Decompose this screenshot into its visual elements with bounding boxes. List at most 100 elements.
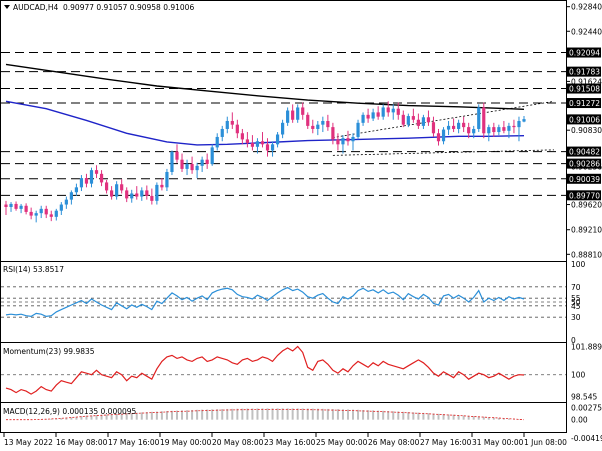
candle-body[interactable] (104, 182, 109, 191)
candle-body[interactable] (441, 129, 446, 142)
candle-body[interactable] (110, 190, 114, 197)
candle-body[interactable] (376, 112, 380, 117)
candle-body[interactable] (316, 124, 320, 129)
candle-body[interactable] (210, 147, 214, 164)
candle-body[interactable] (512, 125, 516, 128)
candle-body[interactable] (195, 165, 199, 171)
candle-body[interactable] (120, 184, 124, 191)
candle-body[interactable] (371, 112, 375, 119)
candle-body[interactable] (235, 124, 239, 134)
candle-body[interactable] (497, 127, 501, 133)
candle-body[interactable] (426, 117, 431, 123)
candle-body[interactable] (406, 116, 410, 125)
candle-body[interactable] (19, 205, 23, 209)
candle-body[interactable] (230, 120, 234, 125)
current-price-tag[interactable]: 0.91006 (567, 114, 601, 125)
candle-body[interactable] (79, 178, 84, 188)
candle-body[interactable] (255, 141, 260, 147)
candle-body[interactable] (366, 114, 370, 119)
candle-body[interactable] (346, 138, 350, 142)
level-price-tag[interactable]: 0.90286 (567, 158, 601, 169)
candle-body[interactable] (301, 107, 305, 115)
candle-body[interactable] (74, 187, 79, 193)
candle-body[interactable] (29, 211, 33, 216)
candle-body[interactable] (44, 208, 48, 215)
rsi-line[interactable] (5, 286, 525, 318)
level-price-tag[interactable]: 0.91508 (567, 83, 601, 94)
candle-body[interactable] (361, 114, 365, 123)
candle-body[interactable] (130, 193, 134, 199)
candle-body[interactable] (160, 184, 164, 188)
candle-body[interactable] (165, 171, 169, 188)
candle-body[interactable] (24, 205, 28, 212)
candle-body[interactable] (145, 190, 149, 196)
candle-body[interactable] (462, 122, 466, 128)
candle-body[interactable] (225, 120, 229, 129)
candle-body[interactable] (220, 128, 224, 137)
candle-body[interactable] (14, 203, 18, 209)
candle-body[interactable] (331, 127, 335, 140)
candle-body[interactable] (431, 122, 436, 134)
candle-body[interactable] (49, 214, 53, 217)
candle-body[interactable] (356, 122, 360, 137)
trendline[interactable] (332, 149, 555, 156)
candle-body[interactable] (240, 133, 244, 140)
candle-body[interactable] (311, 125, 315, 129)
candle-body[interactable] (336, 139, 340, 145)
candle-body[interactable] (260, 141, 265, 145)
candle-body[interactable] (517, 120, 521, 128)
candle-body[interactable] (54, 210, 58, 217)
momentum-line[interactable] (5, 345, 525, 395)
candle-body[interactable] (245, 139, 249, 144)
level-price-tag[interactable]: 0.90039 (567, 173, 601, 184)
candle-body[interactable] (291, 110, 295, 120)
macd-signal-line[interactable] (6, 409, 525, 421)
candle-body[interactable] (39, 208, 43, 214)
candle-body[interactable] (64, 199, 68, 205)
candle-body[interactable] (265, 144, 270, 151)
candle-body[interactable] (286, 110, 290, 123)
candle-body[interactable] (386, 107, 390, 113)
candle-body[interactable] (270, 144, 275, 151)
candle-body[interactable] (472, 128, 476, 134)
level-price-tag[interactable]: 0.92094 (567, 47, 601, 58)
candle-body[interactable] (59, 204, 63, 211)
candle-body[interactable] (140, 190, 144, 197)
candle-body[interactable] (482, 107, 486, 134)
candle-body[interactable] (467, 127, 471, 134)
candle-body[interactable] (306, 114, 310, 126)
candle-body[interactable] (180, 159, 184, 169)
candle-body[interactable] (502, 127, 506, 131)
candle-body[interactable] (275, 134, 280, 145)
candle-body[interactable] (436, 133, 441, 142)
level-price-tag[interactable]: 0.89770 (567, 190, 601, 201)
candle-body[interactable] (69, 192, 73, 200)
level-price-tag[interactable]: 0.91783 (567, 66, 601, 77)
candle-body[interactable] (457, 122, 461, 129)
candle-body[interactable] (507, 125, 511, 131)
candle-body[interactable] (150, 195, 154, 201)
candle-body[interactable] (326, 120, 330, 128)
ema-long-line[interactable] (5, 63, 525, 110)
candle-body[interactable] (396, 108, 400, 115)
candle-body[interactable] (200, 159, 204, 166)
candle-body[interactable] (185, 163, 189, 169)
candle-body[interactable] (175, 151, 179, 160)
candle-body[interactable] (477, 107, 481, 129)
candle-body[interactable] (125, 190, 129, 199)
candle-body[interactable] (451, 125, 456, 129)
candle-body[interactable] (9, 203, 13, 207)
candle-body[interactable] (321, 120, 325, 125)
candle-body[interactable] (170, 151, 174, 172)
candle-body[interactable] (391, 108, 395, 113)
candle-body[interactable] (94, 170, 99, 174)
candle-body[interactable] (421, 117, 426, 126)
candle-body[interactable] (296, 107, 300, 120)
candle-body[interactable] (155, 184, 159, 201)
candle-body[interactable] (401, 114, 405, 125)
candle-body[interactable] (215, 136, 219, 148)
candle-body[interactable] (205, 159, 209, 164)
candle-body[interactable] (115, 184, 119, 197)
candle-body[interactable] (446, 125, 451, 130)
candle-body[interactable] (416, 119, 420, 126)
